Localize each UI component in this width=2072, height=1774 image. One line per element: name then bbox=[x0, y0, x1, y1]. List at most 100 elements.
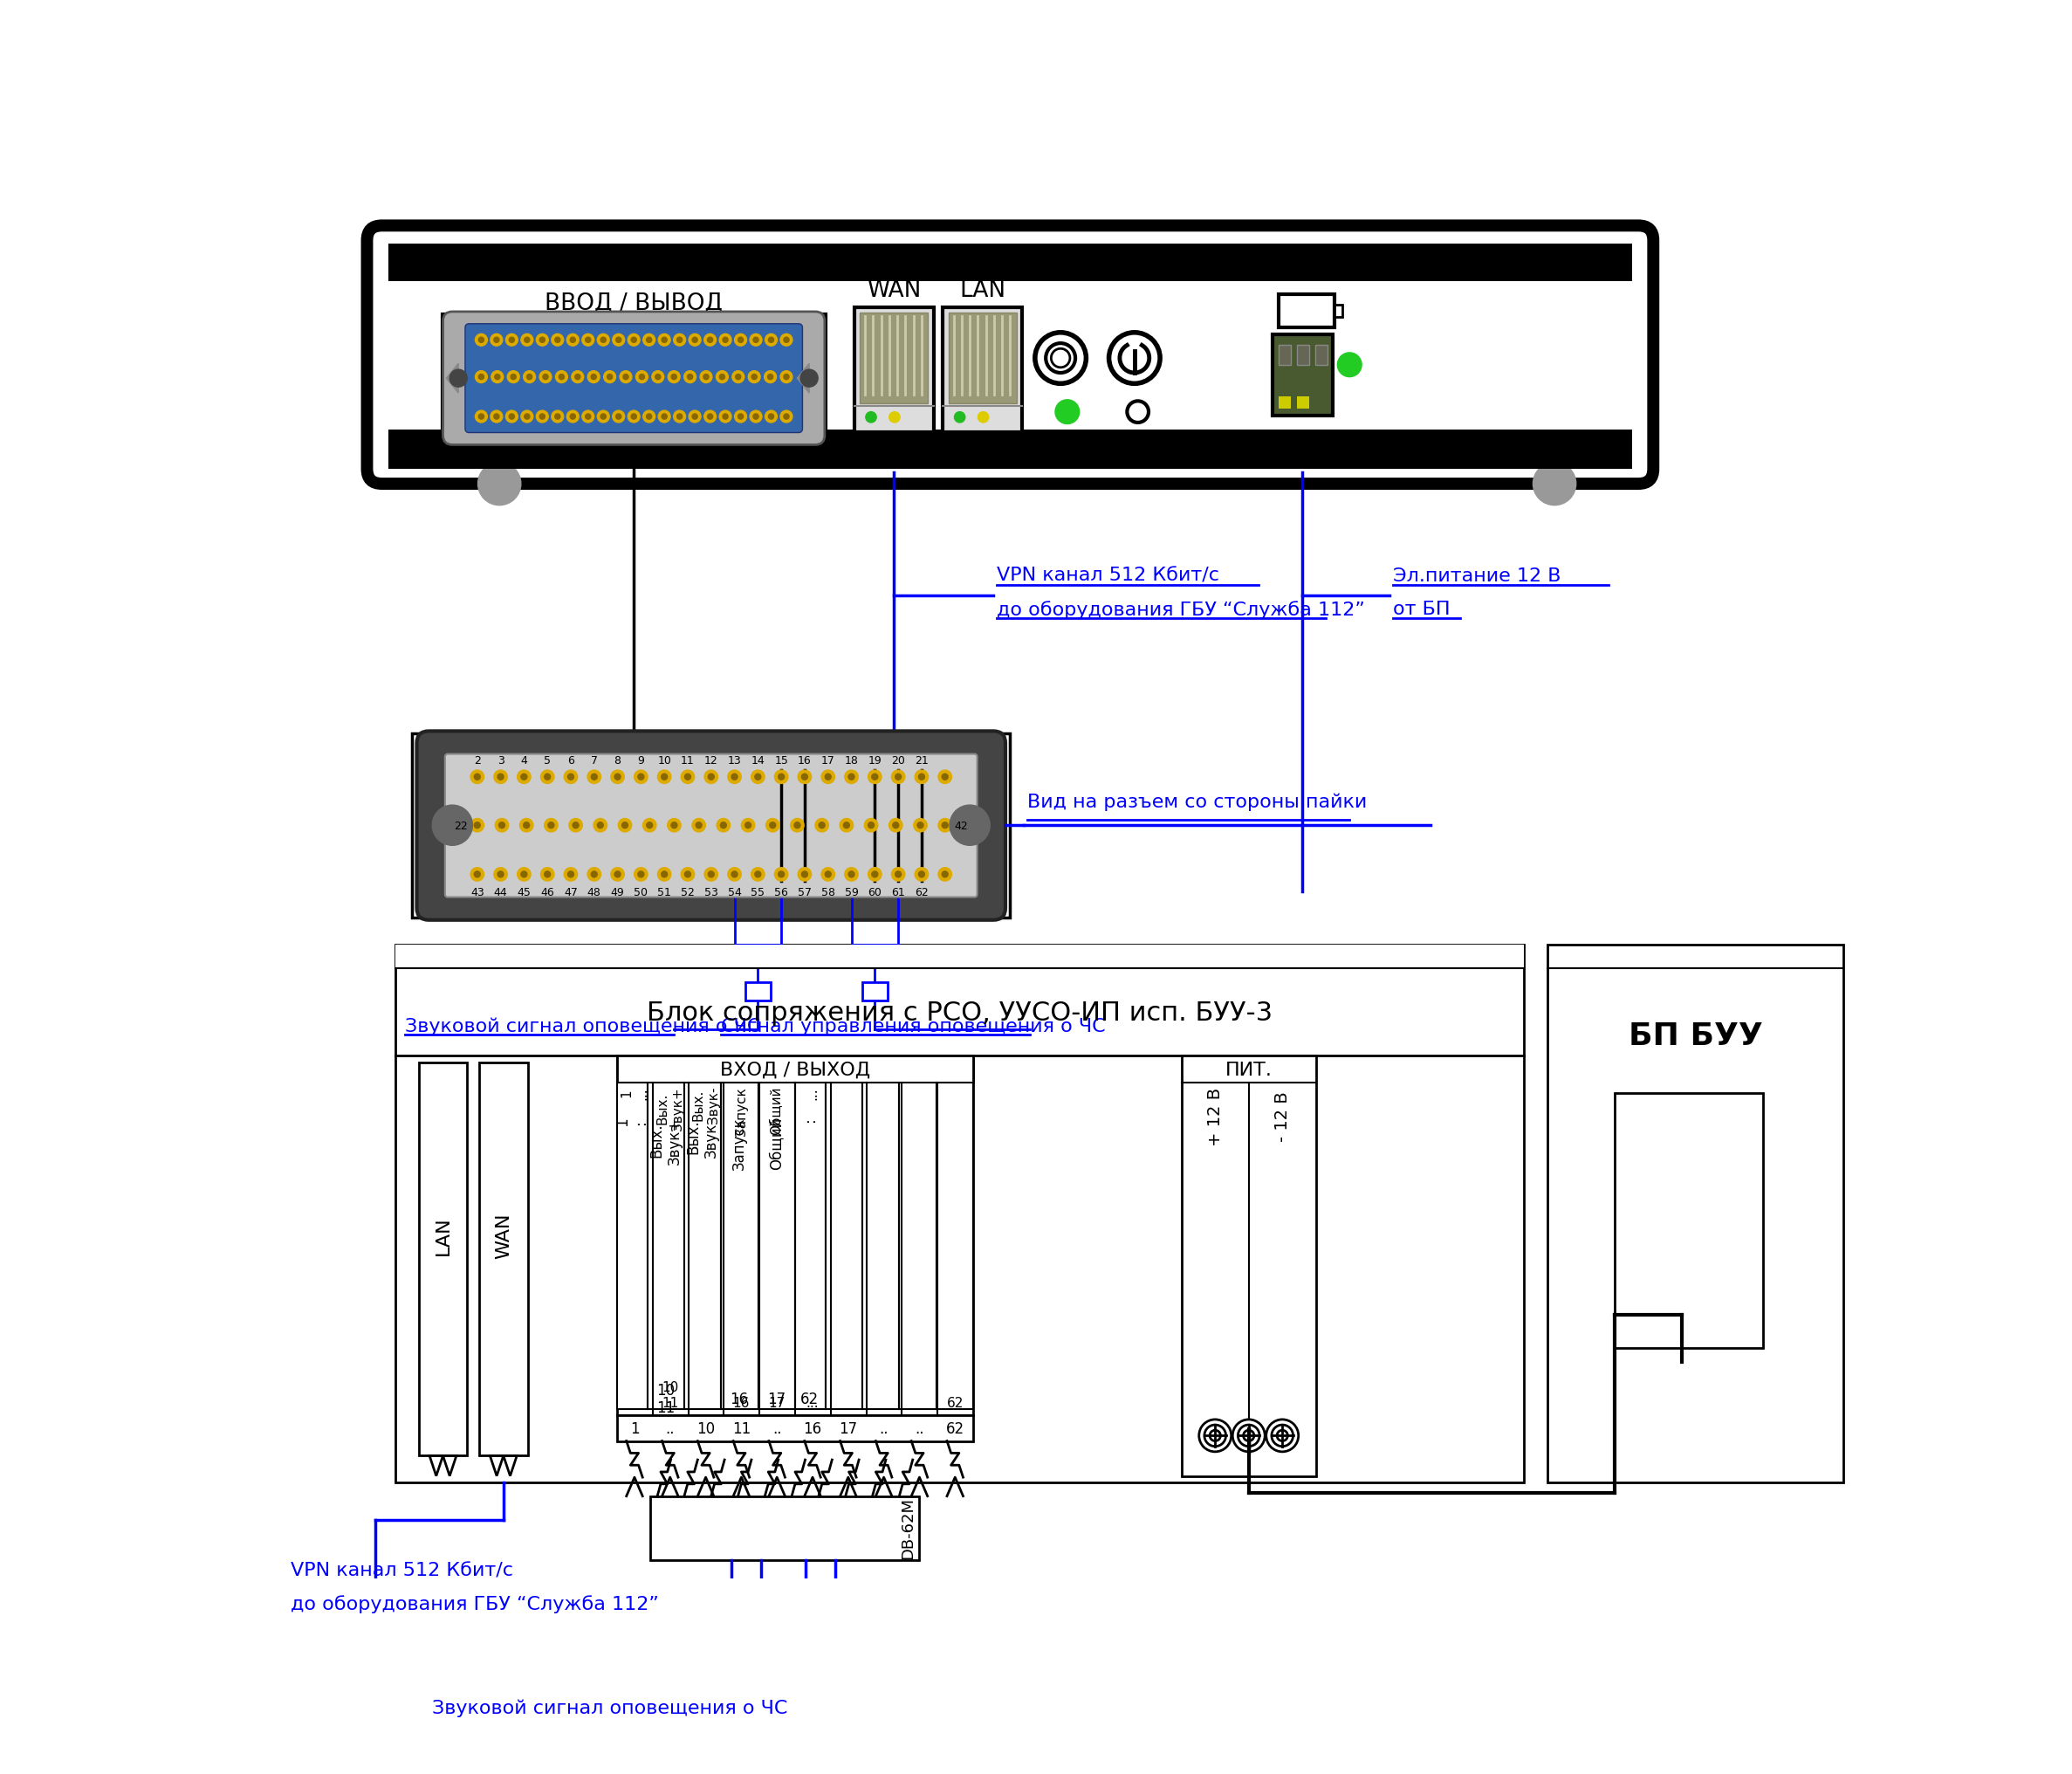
Circle shape bbox=[551, 412, 564, 424]
Text: 2: 2 bbox=[474, 754, 481, 766]
Circle shape bbox=[572, 371, 584, 383]
Circle shape bbox=[545, 820, 557, 832]
Circle shape bbox=[601, 415, 605, 420]
Text: VPN канал 512 Кбит/с: VPN канал 512 Кбит/с bbox=[997, 568, 1218, 584]
Text: Звуковой сигнал оповещения о ЧС: Звуковой сигнал оповещения о ЧС bbox=[433, 1699, 787, 1717]
Circle shape bbox=[752, 770, 765, 784]
Circle shape bbox=[551, 335, 564, 346]
Circle shape bbox=[684, 371, 696, 383]
Text: 46: 46 bbox=[541, 887, 553, 898]
Text: 10
11: 10 11 bbox=[657, 1382, 675, 1416]
Circle shape bbox=[491, 412, 503, 424]
Text: ..: .. bbox=[773, 1421, 781, 1437]
Circle shape bbox=[588, 371, 599, 383]
Circle shape bbox=[1336, 353, 1361, 378]
Text: 18: 18 bbox=[845, 754, 858, 766]
Text: 53: 53 bbox=[704, 887, 719, 898]
Circle shape bbox=[939, 770, 951, 784]
Circle shape bbox=[709, 871, 715, 878]
Circle shape bbox=[646, 337, 653, 342]
Bar bbox=[419, 1063, 466, 1456]
Circle shape bbox=[564, 770, 578, 784]
Circle shape bbox=[495, 374, 499, 380]
Bar bbox=[806, 1607, 835, 1627]
Bar bbox=[617, 1416, 974, 1440]
Circle shape bbox=[825, 773, 831, 781]
Text: 5: 5 bbox=[543, 754, 551, 766]
Circle shape bbox=[769, 415, 773, 420]
Text: ...: ... bbox=[806, 1396, 818, 1409]
Circle shape bbox=[821, 867, 835, 882]
Text: 13: 13 bbox=[727, 754, 742, 766]
Circle shape bbox=[615, 337, 622, 342]
Text: 59: 59 bbox=[845, 887, 858, 898]
Circle shape bbox=[775, 770, 787, 784]
Circle shape bbox=[613, 412, 624, 424]
Text: 10
11: 10 11 bbox=[661, 1380, 678, 1409]
Text: 62: 62 bbox=[945, 1421, 963, 1437]
FancyBboxPatch shape bbox=[416, 731, 1005, 921]
Circle shape bbox=[628, 412, 640, 424]
Circle shape bbox=[470, 770, 485, 784]
Circle shape bbox=[895, 871, 901, 878]
Circle shape bbox=[570, 820, 582, 832]
Text: Эл.питание 12 В: Эл.питание 12 В bbox=[1392, 568, 1560, 584]
Circle shape bbox=[1200, 1419, 1231, 1451]
Text: Вых.
Звук-: Вых. Звук- bbox=[686, 1116, 719, 1157]
Circle shape bbox=[632, 415, 636, 420]
Circle shape bbox=[707, 337, 713, 342]
Circle shape bbox=[657, 770, 671, 784]
Text: 20: 20 bbox=[891, 754, 905, 766]
Circle shape bbox=[537, 335, 549, 346]
Text: - 12 В: - 12 В bbox=[1274, 1091, 1291, 1142]
Bar bbox=[1334, 305, 1343, 318]
Circle shape bbox=[783, 337, 789, 342]
Text: Запуск: Запуск bbox=[736, 1086, 748, 1135]
Circle shape bbox=[568, 412, 578, 424]
Circle shape bbox=[673, 412, 686, 424]
Circle shape bbox=[717, 820, 729, 832]
Circle shape bbox=[638, 773, 644, 781]
Text: 19: 19 bbox=[868, 754, 883, 766]
Circle shape bbox=[688, 335, 700, 346]
Bar bbox=[1278, 346, 1291, 365]
Circle shape bbox=[541, 770, 553, 784]
Circle shape bbox=[572, 823, 578, 828]
Bar bbox=[651, 1495, 920, 1559]
Circle shape bbox=[671, 374, 678, 380]
Circle shape bbox=[524, 823, 530, 828]
Bar bbox=[441, 316, 825, 444]
Circle shape bbox=[673, 335, 686, 346]
Circle shape bbox=[736, 412, 746, 424]
Circle shape bbox=[622, 823, 628, 828]
Circle shape bbox=[843, 823, 850, 828]
Circle shape bbox=[479, 374, 485, 380]
Circle shape bbox=[918, 871, 924, 878]
Circle shape bbox=[474, 371, 487, 383]
Text: Запуск: Запуск bbox=[731, 1116, 748, 1169]
Bar bbox=[758, 1082, 796, 1409]
Circle shape bbox=[520, 335, 533, 346]
FancyBboxPatch shape bbox=[367, 227, 1653, 484]
Circle shape bbox=[798, 770, 812, 784]
Text: 21: 21 bbox=[914, 754, 928, 766]
Circle shape bbox=[632, 337, 636, 342]
Circle shape bbox=[541, 867, 553, 882]
Circle shape bbox=[1127, 401, 1148, 424]
Text: 61: 61 bbox=[891, 887, 905, 898]
Bar bbox=[390, 245, 1633, 282]
Circle shape bbox=[736, 374, 742, 380]
Text: 48: 48 bbox=[586, 887, 601, 898]
Circle shape bbox=[872, 871, 879, 878]
Bar bbox=[746, 983, 771, 1001]
Bar bbox=[1297, 346, 1310, 365]
Bar bbox=[854, 309, 934, 433]
Text: 17: 17 bbox=[821, 754, 835, 766]
Circle shape bbox=[949, 805, 990, 846]
Text: 10: 10 bbox=[696, 1421, 715, 1437]
Circle shape bbox=[738, 415, 744, 420]
Circle shape bbox=[678, 337, 682, 342]
Circle shape bbox=[642, 412, 655, 424]
Circle shape bbox=[615, 871, 622, 878]
Circle shape bbox=[611, 867, 624, 882]
